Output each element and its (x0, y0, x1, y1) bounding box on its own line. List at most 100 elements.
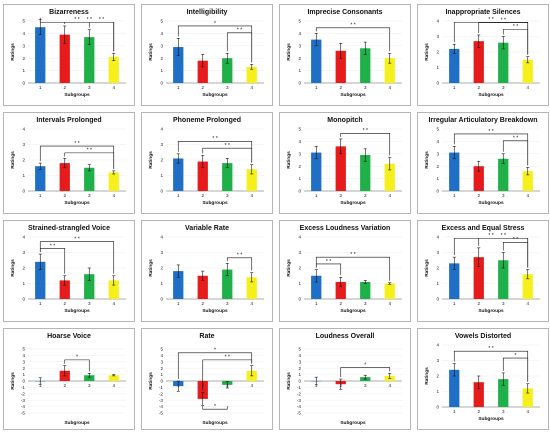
y-tick-label: 4 (436, 19, 439, 24)
x-tick-label: 4 (250, 85, 253, 90)
significance-bracket (226, 32, 253, 63)
y-tick-label: -2 (159, 391, 164, 396)
x-tick-label: 1 (177, 383, 180, 388)
significance-bracket (226, 257, 253, 271)
chart-svg: Intervals Prolonged 0 1 2 3 4 Ratings 1 2 3 4 Subgr… (10, 117, 126, 206)
chart-title: Phoneme Prolonged (173, 117, 241, 124)
bar (498, 42, 509, 83)
significance-label: * * (237, 28, 242, 34)
chart-svg: Variable Rate 0 1 2 3 4 Ratings 1 2 3 4 Subgroups * … (148, 225, 264, 314)
bar (84, 167, 95, 191)
significance-label: * * (237, 253, 242, 259)
bar (360, 155, 371, 191)
y-axis-label: Ratings (148, 259, 154, 277)
significance-label: * * (513, 136, 518, 142)
y-tick-label: -2 (297, 391, 302, 396)
significance-label: * * (87, 148, 92, 154)
y-tick-label: 3 (160, 142, 163, 147)
y-tick-label: 2 (436, 374, 439, 379)
x-axis-label: Subgroups (64, 92, 90, 98)
y-tick-label: 4 (436, 235, 439, 240)
y-tick-label: 3 (22, 142, 25, 147)
bar (173, 158, 184, 191)
bar (246, 169, 257, 191)
y-axis-label: Ratings (10, 151, 16, 169)
x-tick-label: 3 (364, 383, 367, 388)
x-tick-label: 1 (39, 85, 42, 90)
chart-panel-14: Rate -5 -4 -3 -2 -1 0 1 2 3 4 5 Ratings 1 2 3 4 Subgroups… (141, 328, 273, 430)
y-axis-label: Ratings (286, 259, 292, 277)
y-tick-label: -5 (159, 411, 164, 416)
x-tick-label: 1 (453, 193, 456, 198)
x-axis-label: Subgroups (340, 200, 366, 206)
bar (498, 158, 509, 191)
x-tick-label: 4 (526, 409, 529, 414)
chart-svg: Excess and Equal Stress 0 1 2 3 4 Ratings 1 2 3 4 S… (424, 225, 540, 314)
x-tick-label: 2 (339, 301, 342, 306)
x-axis-label: Subgroups (340, 420, 366, 426)
bar (498, 260, 509, 299)
bar (449, 369, 460, 407)
x-axis-label: Subgroups (64, 308, 90, 314)
y-tick-label: 1 (22, 281, 25, 286)
bar (449, 263, 460, 299)
bar (522, 274, 533, 299)
y-tick-label: 4 (160, 235, 163, 240)
y-axis-label: Ratings (286, 43, 292, 61)
chart-title: Irregular Articulatory Breakdown (428, 117, 537, 124)
y-tick-label: 1 (160, 372, 163, 377)
bar (335, 50, 346, 83)
y-tick-label: 5 (160, 347, 163, 352)
x-tick-label: 3 (364, 193, 367, 198)
x-tick-label: 2 (477, 301, 480, 306)
chart-panel-11: Excess Loudness Variation 0 1 2 3 4 Ratings 1 2 3… (279, 220, 411, 322)
x-tick-label: 2 (339, 85, 342, 90)
chart-panel-16: Vowels Distorted 0 1 2 3 4 Ratings 1 2 3 4 Subgroup… (417, 328, 549, 430)
y-axis-label: Ratings (10, 372, 16, 390)
chart-svg: Monopitch 0 1 2 3 4 5 Ratings 1 2 3 4 Subgroups * * (286, 117, 402, 206)
bar (384, 58, 395, 83)
x-tick-label: 2 (339, 193, 342, 198)
y-tick-label: 2 (160, 266, 163, 271)
y-tick-label: 4 (298, 235, 301, 240)
y-tick-label: -4 (21, 404, 26, 409)
significance-label: * * (74, 141, 79, 147)
y-tick-label: 1 (22, 68, 25, 73)
y-tick-label: 1 (298, 176, 301, 181)
bar (360, 281, 371, 299)
y-tick-label: 2 (298, 266, 301, 271)
bar (59, 163, 70, 191)
y-tick-label: 3 (22, 43, 25, 48)
x-tick-label: 3 (226, 193, 229, 198)
y-tick-label: 3 (298, 250, 301, 255)
x-tick-label: 2 (201, 193, 204, 198)
bar (473, 382, 484, 407)
bar (173, 271, 184, 299)
y-tick-label: 0 (160, 379, 163, 384)
significance-label: * * (501, 233, 506, 239)
y-tick-label: 3 (298, 151, 301, 156)
y-tick-label: -1 (297, 385, 302, 390)
x-tick-label: 3 (226, 301, 229, 306)
significance-bracket (315, 263, 342, 276)
significance-label: * * (513, 237, 518, 243)
y-tick-label: -5 (297, 411, 302, 416)
x-tick-label: 1 (39, 301, 42, 306)
x-tick-label: 4 (526, 193, 529, 198)
x-tick-label: 4 (388, 85, 391, 90)
y-tick-label: 5 (160, 19, 163, 24)
y-tick-label: 4 (436, 139, 439, 144)
x-tick-label: 3 (502, 301, 505, 306)
x-tick-label: 2 (201, 301, 204, 306)
y-axis-label: Ratings (148, 151, 154, 169)
y-tick-label: 5 (298, 347, 301, 352)
significance-label: * * (74, 236, 79, 242)
bar (197, 60, 208, 83)
chart-panel-8: Irregular Articulatory Breakdown 0 1 2 3 4 5 Ra… (417, 112, 549, 214)
bar (360, 48, 371, 83)
y-tick-label: 0 (298, 379, 301, 384)
x-axis-label: Subgroups (202, 420, 228, 426)
x-axis-label: Subgroups (478, 308, 504, 314)
significance-bracket (453, 350, 529, 382)
y-tick-label: 2 (298, 56, 301, 61)
